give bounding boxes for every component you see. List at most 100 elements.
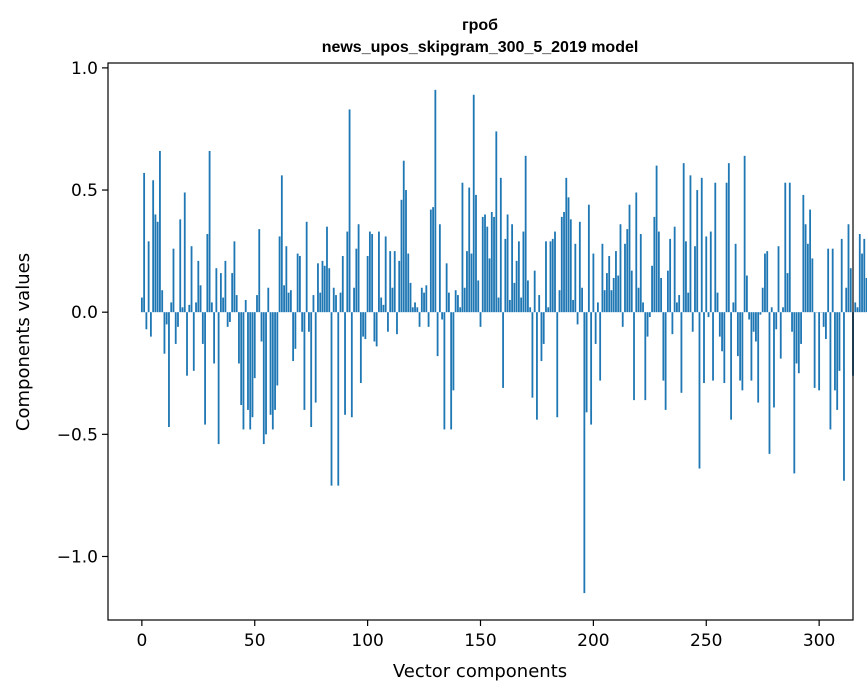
y-axis-ticks: −1.0 −0.5 0.0 0.5 1.0 — [57, 59, 108, 567]
bar-142 — [461, 182, 464, 313]
bar-124 — [420, 287, 423, 313]
bar-12 — [168, 312, 170, 427]
bar-1 — [143, 172, 146, 313]
bar-177 — [540, 312, 543, 362]
bar-163 — [508, 299, 511, 313]
bar-297 — [811, 258, 814, 313]
x-tick-label: 150 — [464, 631, 496, 651]
bar-201 — [594, 312, 597, 344]
bar-134 — [443, 312, 446, 430]
bar-94 — [353, 287, 355, 313]
bar-97 — [359, 312, 362, 384]
y-tick-label: −1.0 — [57, 547, 98, 567]
bar-280 — [773, 312, 775, 408]
chart-title: гроб — [462, 17, 498, 34]
bar-39 — [229, 312, 231, 322]
bar-312 — [845, 287, 848, 313]
bar-109 — [387, 312, 389, 332]
bar-317 — [856, 307, 859, 313]
bar-19 — [183, 192, 186, 313]
bar-203 — [599, 312, 602, 381]
bar-183 — [554, 231, 556, 313]
x-tick-label: 100 — [351, 631, 383, 651]
bar-64 — [285, 246, 288, 313]
bar-300 — [818, 312, 821, 391]
bar-20 — [186, 312, 188, 376]
bar-160 — [502, 312, 504, 388]
bar-36 — [222, 297, 225, 313]
x-tick-label: 0 — [136, 631, 147, 651]
bar-57 — [269, 312, 272, 415]
y-tick-label: 0.5 — [71, 181, 98, 201]
bar-184 — [556, 312, 559, 418]
bar-53 — [260, 312, 263, 342]
bar-143 — [463, 287, 466, 313]
bar-148 — [475, 194, 477, 313]
bar-32 — [213, 312, 216, 364]
bar-43 — [238, 312, 240, 364]
bar-13 — [170, 302, 173, 313]
bar-125 — [423, 292, 425, 313]
bar-304 — [827, 248, 830, 313]
bar-169 — [522, 231, 525, 313]
bar-154 — [488, 258, 491, 313]
bar-238 — [678, 295, 681, 313]
bar-77 — [314, 312, 317, 403]
bar-40 — [231, 273, 234, 313]
bar-316 — [854, 302, 857, 313]
bar-175 — [536, 312, 538, 420]
bar-99 — [364, 312, 367, 340]
bar-242 — [687, 292, 690, 313]
bar-126 — [425, 285, 428, 313]
bar-127 — [427, 312, 430, 327]
bar-52 — [258, 229, 261, 313]
bar-207 — [608, 256, 611, 313]
bar-249 — [703, 312, 705, 384]
bar-10 — [163, 312, 166, 354]
bar-284 — [782, 307, 784, 313]
bar-2 — [145, 312, 148, 330]
bar-69 — [296, 253, 299, 313]
bar-298 — [813, 312, 816, 388]
bar-206 — [606, 273, 608, 313]
bar-156 — [493, 216, 495, 313]
bar-46 — [244, 299, 247, 313]
bar-11 — [165, 312, 168, 325]
bar-255 — [716, 292, 719, 313]
bar-241 — [685, 241, 687, 313]
bar-202 — [596, 302, 599, 313]
bar-221 — [639, 234, 642, 313]
bar-68 — [294, 312, 297, 349]
bar-225 — [648, 312, 651, 318]
bar-119 — [409, 282, 412, 313]
bar-106 — [380, 297, 383, 313]
bar-128 — [429, 209, 432, 313]
bar-283 — [779, 312, 782, 359]
bar-48 — [249, 312, 252, 430]
bar-265 — [739, 312, 742, 381]
bar-60 — [276, 312, 279, 386]
bar-287 — [788, 182, 791, 313]
bar-25 — [197, 260, 200, 313]
bar-70 — [298, 256, 301, 313]
bar-293 — [802, 194, 805, 313]
bar-95 — [355, 248, 358, 313]
bar-113 — [396, 312, 398, 335]
bar-56 — [267, 287, 270, 313]
bar-303 — [825, 312, 827, 340]
bar-115 — [400, 199, 403, 313]
bar-108 — [384, 236, 387, 313]
bar-8 — [159, 150, 161, 313]
bar-190 — [569, 219, 572, 313]
bar-247 — [698, 312, 701, 469]
bar-285 — [784, 182, 787, 313]
bar-17 — [179, 219, 182, 313]
y-tick-label: 0.0 — [71, 303, 98, 323]
bar-5 — [152, 180, 155, 313]
bar-260 — [727, 163, 730, 313]
bar-162 — [506, 214, 509, 313]
bar-279 — [770, 307, 773, 313]
bar-219 — [635, 192, 638, 313]
bar-91 — [346, 231, 349, 313]
